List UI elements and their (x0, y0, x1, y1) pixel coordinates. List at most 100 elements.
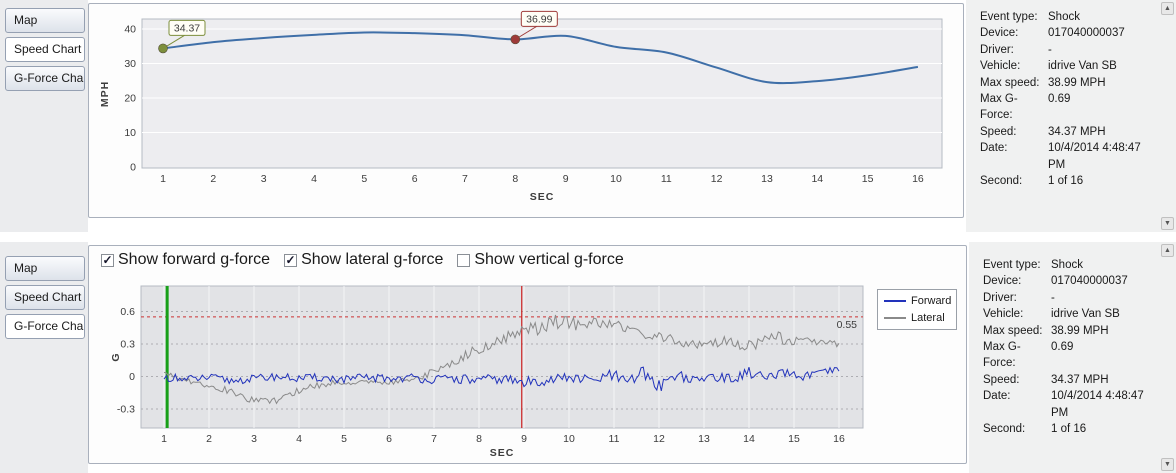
info-label: Second: (980, 175, 1023, 188)
checkbox-show-forward-g-force[interactable]: ✓ Show forward g-force (101, 251, 270, 269)
checked-checkbox-icon[interactable]: ✓ (284, 252, 298, 267)
gforce-tab-list: Map Speed Chart G-Force Chart (0, 242, 88, 473)
speed-x-axis-label: SEC (530, 191, 555, 203)
info-label: Device: (983, 275, 1022, 288)
info-value: 017040000037 (1048, 27, 1125, 40)
checkbox-show-lateral-g-force[interactable]: ✓ Show lateral g-force (284, 251, 443, 269)
gforce-y-tick-label: 0.6 (120, 306, 135, 318)
scroll-down-button[interactable]: ▼ (1161, 217, 1174, 230)
lateral-series-line[interactable] (163, 314, 840, 405)
annotation-box (168, 19, 206, 36)
info-value: 10/4/2014 4:48:47 PM (1051, 390, 1144, 419)
tab-g-force-chart[interactable]: G-Force Chart (5, 66, 85, 91)
info-row: Second: 1 of 16 (980, 173, 1158, 189)
annotation-label: 34.37 (174, 22, 200, 34)
tab-map[interactable]: Map (5, 8, 85, 33)
gforce-x-tick-label: 7 (431, 433, 437, 445)
speed-y-tick-label: 0 (130, 162, 136, 174)
gforce-y-axis-label: G (110, 352, 122, 361)
info-row: Event type: Shock (980, 9, 1158, 25)
legend: Forward Lateral (877, 289, 957, 330)
gforce-y-tick-label: 0 (129, 371, 135, 383)
info-label: Driver: (983, 291, 1017, 304)
gforce-chart[interactable]: 1 2 3 4 5 6 7 8 9 10 11 12 13 14 15 16-0.300.30.6GSEC0.… (89, 272, 964, 462)
gforce-x-tick-label: 16 (833, 433, 845, 445)
info-label: Event type: (980, 11, 1038, 23)
speed-marker-dot[interactable] (158, 43, 168, 54)
gforce-threshold-label: 0.55 (837, 319, 858, 331)
event-info-panel-bottom: Event type: Shock Device: 017040000037 Drive… (969, 242, 1176, 473)
speed-line[interactable] (162, 31, 919, 85)
scroll-down-button[interactable]: ▼ (1161, 458, 1174, 471)
info-row: Driver: - (983, 290, 1158, 306)
checked-checkbox-icon[interactable]: ✓ (101, 252, 114, 267)
info-row: Driver: - (980, 42, 1158, 58)
info-label: Device: (980, 27, 1019, 40)
legend-item-lateral: Lateral (884, 312, 950, 324)
info-label: Speed: (980, 125, 1017, 138)
checkbox-label: Show vertical g-force (474, 251, 624, 268)
gforce-y-tick-label: 0.3 (120, 339, 135, 351)
speed-x-tick-label: 4 (311, 173, 317, 185)
info-value: idrive Van SB (1051, 308, 1120, 321)
annotation-box (520, 10, 558, 27)
info-row: Vehicle: idrive Van SB (983, 306, 1158, 322)
scroll-up-button[interactable]: ▲ (1161, 244, 1174, 257)
legend-line-swatch (884, 300, 906, 302)
info-label: Vehicle: (983, 308, 1024, 321)
speed-x-tick-label: 16 (912, 173, 924, 185)
speed-x-tick-label: 9 (563, 173, 569, 185)
info-value: 38.99 MPH (1048, 76, 1106, 89)
speed-x-tick-label: 10 (610, 173, 622, 185)
speed-x-tick-label: 11 (661, 173, 672, 185)
tab-speed-chart[interactable]: Speed Chart (5, 285, 85, 310)
legend-item-forward: Forward (884, 295, 952, 307)
legend-entry-label: Forward (911, 295, 952, 307)
info-label: Max speed: (983, 324, 1043, 337)
speed-plot-area[interactable] (141, 18, 943, 169)
legend-entry-label: Lateral (911, 312, 945, 324)
speed-x-tick-label: 1 (160, 173, 166, 185)
gforce-x-tick-label: 15 (788, 433, 800, 445)
info-label: Date: (983, 390, 1011, 403)
unchecked-checkbox-icon[interactable] (457, 253, 471, 267)
gforce-x-axis-label: SEC (490, 447, 515, 459)
gforce-x-tick-label: 5 (341, 433, 347, 445)
tab-speed-chart[interactable]: Speed Chart (5, 37, 85, 62)
speed-marker-dot[interactable] (510, 34, 521, 45)
info-value: 34.37 MPH (1051, 373, 1109, 386)
gforce-x-tick-label: 1 (161, 433, 167, 445)
checkbox-show-vertical-g-force[interactable]: Show vertical g-force (457, 251, 624, 269)
info-value: 0.69 (1051, 341, 1074, 354)
info-label: Event type: (983, 259, 1041, 271)
info-row: Speed: 34.37 MPH (983, 372, 1158, 388)
gforce-x-tick-label: 9 (521, 433, 527, 445)
info-value: 0.69 (1048, 93, 1071, 106)
gforce-plot-area[interactable] (140, 285, 864, 429)
gforce-x-tick-label: 11 (609, 433, 620, 445)
info-value: 1 of 16 (1051, 423, 1087, 436)
legend-line-swatch (884, 317, 906, 319)
gforce-x-tick-label: 8 (476, 433, 482, 445)
speed-chart-frame: 0 10 20 30 40 1 2 3 4 5 6 7 8 9 10 11 12 13 14 15 16 MPH SEC 34… (88, 3, 964, 218)
speed-x-tick-label: 13 (761, 173, 773, 185)
scroll-up-button[interactable]: ▲ (1161, 2, 1174, 15)
info-value: - (1048, 43, 1052, 56)
forward-series-line[interactable] (163, 366, 840, 392)
info-label: Max speed: (980, 76, 1040, 89)
gforce-panel: Map Speed Chart G-Force Chart ✓ Show forwar… (0, 242, 1176, 473)
tab-g-force-chart[interactable]: G-Force Chart (5, 314, 85, 339)
gforce-x-tick-label: 3 (251, 433, 257, 445)
gforce-x-tick-label: 10 (563, 433, 575, 445)
tab-map[interactable]: Map (5, 256, 85, 281)
info-row: Speed: 34.37 MPH (980, 124, 1158, 140)
gforce-x-tick-label: 4 (296, 433, 302, 445)
info-row: Max speed: 38.99 MPH (980, 75, 1158, 91)
gforce-x-tick-label: 13 (698, 433, 710, 445)
info-row: Second: 1 of 16 (983, 421, 1158, 437)
speed-x-tick-label: 3 (261, 173, 267, 185)
info-label: Driver: (980, 43, 1014, 56)
info-value: 10/4/2014 4:48:47 PM (1048, 142, 1141, 171)
speed-panel: Map Speed Chart G-Force Chart 0 10 20 30 40 1 2 3… (0, 0, 1176, 232)
